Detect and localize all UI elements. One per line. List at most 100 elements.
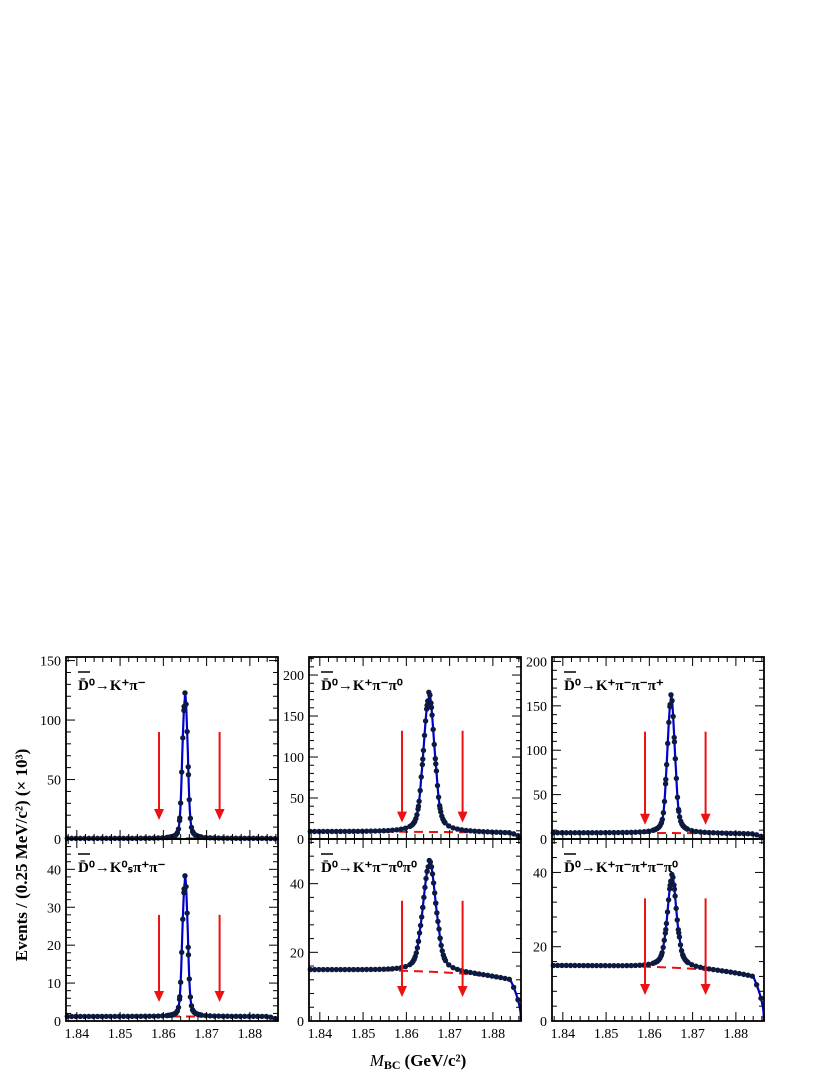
data-point (175, 826, 182, 832)
data-point (745, 972, 751, 978)
data-point (359, 966, 365, 973)
data-point (176, 817, 183, 824)
data-point (329, 966, 335, 973)
data-point (446, 962, 452, 968)
data-point (666, 719, 672, 726)
data-point (510, 984, 517, 990)
data-point (372, 828, 378, 834)
data-point (355, 828, 361, 834)
y-tick-label: 30 (47, 901, 61, 916)
data-point (670, 874, 676, 881)
window-arrowhead-left (154, 991, 165, 1003)
data-point (624, 829, 630, 836)
data-point (665, 740, 671, 747)
data-point (668, 692, 674, 698)
data-point (346, 828, 352, 835)
x-tick-label: 1.88 (238, 1027, 263, 1042)
data-point (427, 692, 433, 698)
data-point (138, 1013, 144, 1019)
data-point (450, 825, 456, 831)
data-point (480, 971, 487, 978)
x-tick-label: 1.85 (108, 1027, 133, 1042)
data-point (567, 962, 574, 969)
data-point (421, 732, 428, 739)
panel-bottom-left: 1.84 1.85 1.86 1.87 1.88 0 10 20 30 40 D̄⁰→K⁰ₛπ⁺π⁻ (47, 838, 280, 1042)
data-point (241, 1013, 248, 1020)
data-point (185, 952, 192, 958)
window-arrowhead-left (640, 813, 651, 825)
y-tick-label: 20 (533, 941, 547, 956)
y-tick-label: 50 (533, 789, 547, 804)
data-point (598, 829, 604, 836)
data-point (431, 741, 437, 748)
data-point (436, 803, 443, 809)
data-point (103, 1013, 109, 1020)
data-point (120, 1013, 127, 1020)
data-point (706, 829, 712, 836)
data-point (732, 970, 738, 976)
data-point (671, 886, 678, 892)
data-point (664, 909, 671, 915)
data-point (420, 747, 427, 754)
panel-top-right: 0 50 100 150 200 D̄⁰→K⁺π⁻π⁻π⁺ (526, 655, 766, 848)
data-point (434, 910, 440, 916)
data-point (186, 796, 193, 803)
decay-label: D̄⁰→K⁰ₛπ⁺π⁻ (78, 860, 165, 876)
data-point (77, 1013, 83, 1020)
data-point (463, 827, 469, 834)
data-point (515, 832, 521, 839)
data-point (749, 973, 756, 979)
data-point (489, 973, 495, 979)
data-point (433, 900, 439, 906)
data-point (467, 828, 474, 834)
x-tick-label: 1.85 (594, 1027, 619, 1042)
data-point (177, 979, 184, 985)
data-point (439, 948, 445, 954)
data-point (429, 871, 436, 877)
data-point (671, 734, 677, 741)
panels: 050100150D̄⁰→K⁺π⁻050100150200D̄⁰→K⁺π⁻π⁰0… (40, 655, 766, 1042)
data-point (207, 1013, 213, 1019)
data-point (198, 1012, 204, 1018)
y-tick-label: 150 (526, 700, 547, 715)
data-point (423, 706, 430, 712)
data-point (459, 827, 465, 833)
x-tick-label: 1.86 (394, 1027, 419, 1042)
data-point (515, 997, 521, 1003)
data-point (435, 918, 441, 925)
data-point (480, 828, 487, 835)
data-point (572, 962, 578, 969)
data-point (350, 966, 357, 973)
data-point (580, 962, 587, 969)
data-point (94, 1013, 101, 1020)
x-axis-title-main: M (369, 1051, 385, 1070)
data-point (632, 829, 639, 835)
data-point (333, 966, 339, 973)
data-point (179, 769, 185, 775)
x-tick-label: 1.85 (351, 1027, 376, 1042)
data-point (673, 905, 679, 912)
data-point (628, 962, 634, 969)
data-point (727, 969, 734, 975)
data-point (661, 798, 668, 805)
data-point (758, 995, 764, 1001)
window-arrowhead-right (457, 985, 468, 997)
y-tick-label: 100 (40, 714, 61, 729)
data-point (446, 823, 452, 829)
data-point (637, 829, 643, 835)
data-point (224, 1013, 231, 1019)
window-arrowhead-left (397, 985, 408, 997)
data-point (472, 970, 478, 976)
data-point (420, 904, 426, 911)
data-point (180, 916, 186, 922)
data-point (637, 962, 643, 968)
window-arrowhead-right (700, 813, 711, 825)
data-point (554, 962, 561, 969)
x-tick-label: 1.86 (637, 1027, 662, 1042)
data-point (433, 768, 440, 774)
window-arrowhead-left (154, 808, 165, 820)
data-point (179, 949, 185, 956)
y-tick-label: 40 (47, 863, 61, 878)
data-point (697, 964, 704, 971)
